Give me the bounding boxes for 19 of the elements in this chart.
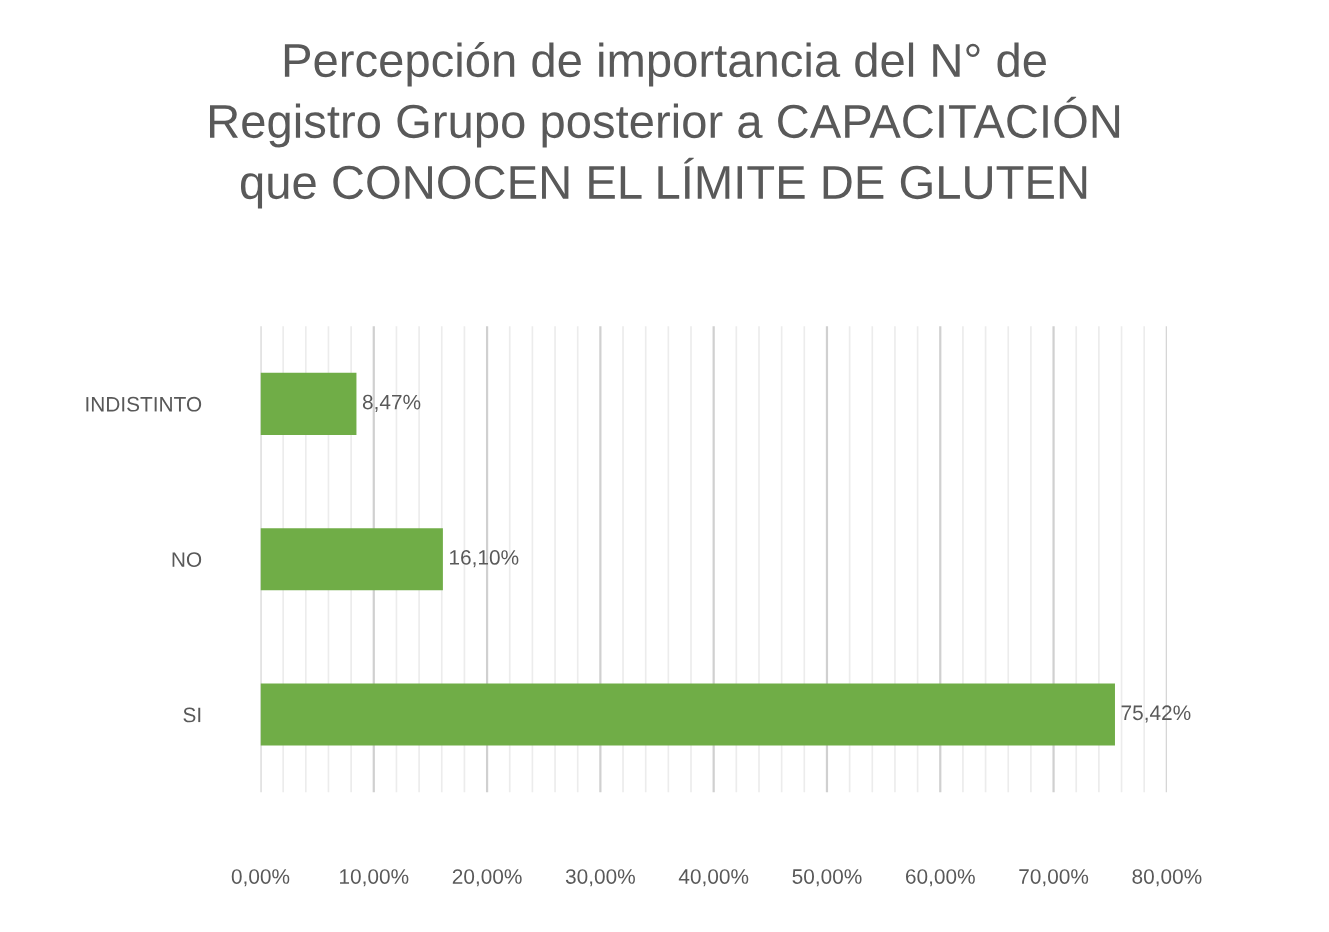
x-tick-label: 60,00% bbox=[906, 869, 975, 887]
x-tick-label: 70,00% bbox=[1019, 869, 1089, 887]
x-tick-label: 40,00% bbox=[678, 869, 749, 887]
chart-title: Percepción de importancia del N° de Registro Grupo posterior a CAPACITACIÓN que CONOCEN EL LÍMITE DE GLUTEN bbox=[209, 41, 1120, 209]
data-label: 16,10% bbox=[450, 550, 519, 568]
data-label: 8,47% bbox=[362, 394, 421, 412]
x-tick-label: 20,00% bbox=[452, 869, 522, 887]
bar bbox=[260, 683, 1115, 746]
bar bbox=[260, 372, 357, 435]
y-tick-label: NO bbox=[172, 552, 202, 567]
x-tick-label: 30,00% bbox=[565, 869, 635, 887]
x-tick-label: 80,00% bbox=[1132, 869, 1202, 887]
bar bbox=[260, 528, 443, 591]
y-tick-label: SI bbox=[183, 707, 201, 723]
data-label: 75,42% bbox=[1121, 705, 1191, 723]
x-tick-label: 10,00% bbox=[340, 869, 409, 887]
x-tick-label: 0,00% bbox=[231, 869, 290, 887]
x-tick-label: 50,00% bbox=[792, 869, 862, 887]
y-tick-label: INDISTINTO bbox=[86, 396, 202, 412]
